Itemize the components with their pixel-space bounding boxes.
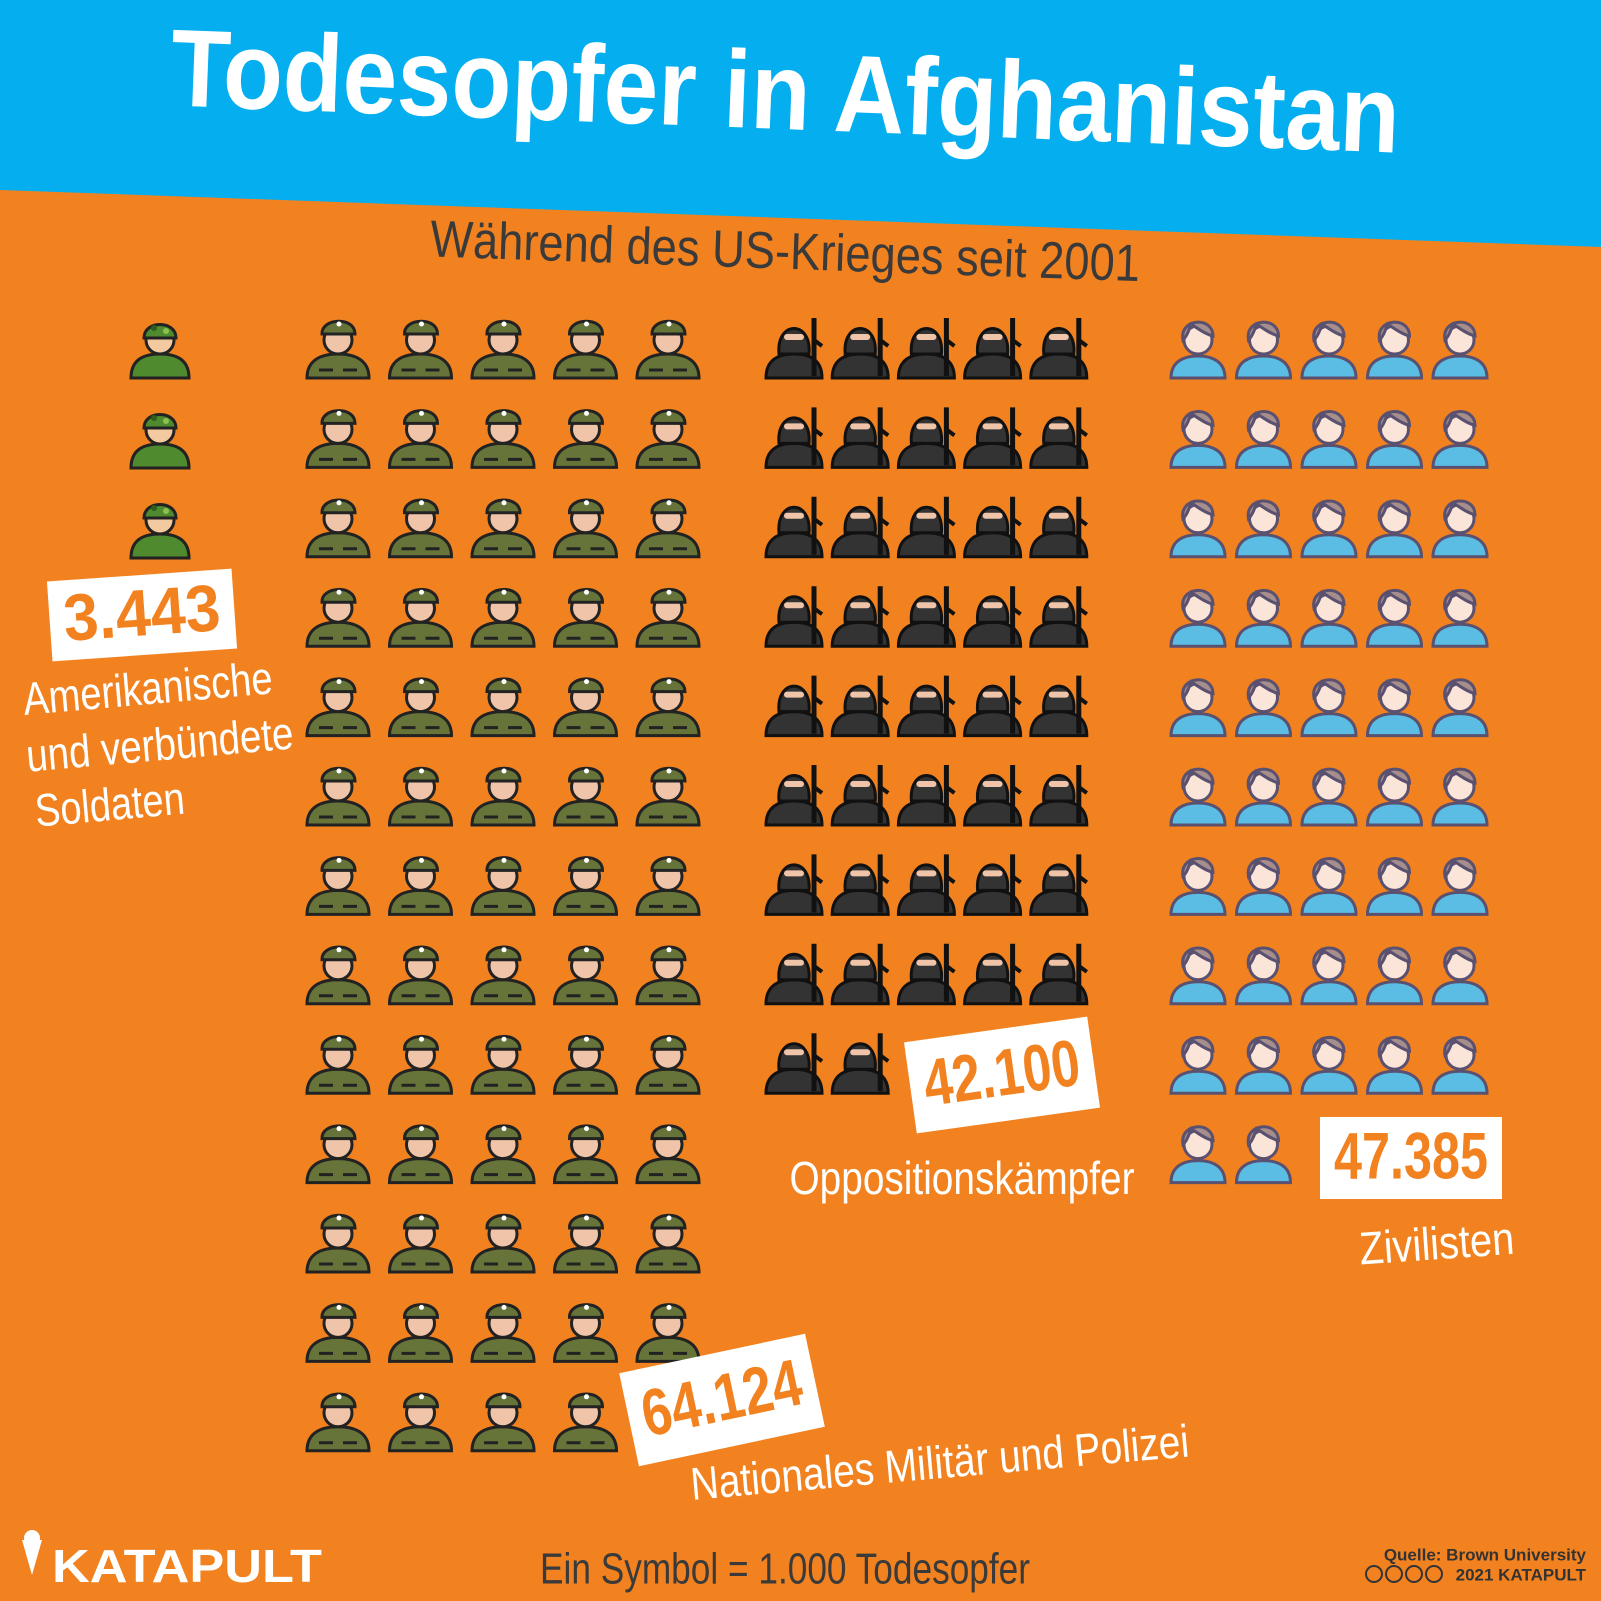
value-label-box	[619, 1333, 825, 1467]
value-label: 47.385	[1334, 1118, 1488, 1192]
brand: KATAPULT	[52, 1540, 322, 1592]
brand-logo	[22, 1540, 42, 1575]
category-label: Zivilisten	[1358, 1212, 1516, 1275]
cc-icons	[1365, 1565, 1443, 1583]
value-label-box	[903, 1016, 1101, 1134]
value-label-box	[46, 568, 238, 662]
copyright: 2021 KATAPULT	[1456, 1565, 1587, 1584]
title-band	[0, 0, 1601, 247]
value-label: 3.443	[61, 570, 223, 655]
value-label-box	[1320, 1117, 1502, 1199]
category-label: Oppositionskämpfer	[790, 1152, 1135, 1204]
brand-logo-top	[24, 1530, 40, 1546]
source: Quelle: Brown University	[1384, 1545, 1587, 1564]
unit-label: Ein Symbol = 1.000 Todesopfer	[540, 1545, 1030, 1594]
